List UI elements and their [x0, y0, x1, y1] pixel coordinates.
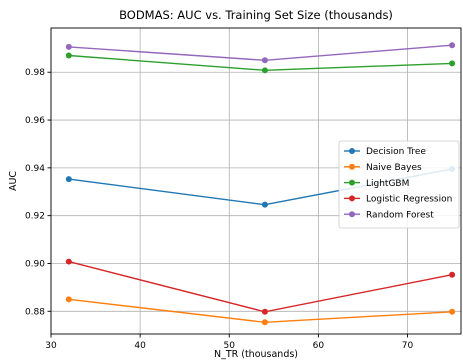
series-line [68, 44, 453, 62]
series-random-forest [65, 42, 456, 64]
series-line [68, 260, 453, 313]
x-tick-label: 30 [45, 341, 57, 351]
legend-item: Decision Tree [344, 147, 426, 157]
series-lightgbm [65, 52, 456, 74]
x-tick-label: 60 [313, 341, 325, 351]
legend-label: LightGBM [366, 179, 409, 189]
legend-marker [349, 195, 355, 202]
x-tick-label: 40 [134, 341, 146, 351]
data-point [65, 52, 72, 59]
chart-title: BODMAS: AUC vs. Training Set Size (thous… [119, 8, 393, 22]
data-point [449, 308, 456, 315]
legend-label: Random Forest [366, 210, 434, 220]
legend-marker [349, 179, 355, 186]
plot-frame [50, 27, 462, 335]
legend-item: LightGBM [344, 179, 409, 189]
x-tick-label: 70 [402, 341, 414, 351]
y-tick-label: 0.90 [25, 259, 45, 269]
y-tick-label: 0.92 [25, 212, 45, 222]
data-point [261, 201, 268, 208]
data-point [65, 176, 72, 183]
legend-label: Naive Bayes [366, 163, 422, 173]
y-tick-label: 0.98 [25, 68, 45, 78]
data-point [449, 60, 456, 67]
legend-item: Logistic Regression [344, 195, 452, 205]
data-point [449, 42, 456, 49]
data-point [261, 57, 268, 64]
x-tick-label: 50 [224, 341, 236, 351]
y-tick-label: 0.94 [25, 164, 45, 174]
ticks: 30 40 50 60 70 0.88 0.90 0.92 0.94 0.96 0.98 [25, 68, 414, 351]
legend-item: Naive Bayes [344, 163, 422, 173]
data-point [65, 43, 72, 50]
series-line [68, 54, 453, 72]
y-axis-label: AUC [8, 171, 19, 191]
legend-item: Random Forest [344, 210, 434, 220]
legend-marker [349, 163, 355, 170]
data-point [261, 67, 268, 74]
y-tick-label: 0.96 [25, 116, 45, 126]
y-tick-label: 0.88 [25, 307, 45, 317]
data-point [261, 308, 268, 315]
data-point [65, 296, 72, 303]
legend-marker [349, 148, 355, 154]
legend-box [338, 140, 460, 229]
x-axis-label: N_TR (thousands) [214, 349, 298, 360]
series-naive-bayes [65, 296, 456, 326]
series-logistic-regression [65, 258, 456, 315]
data-point [449, 271, 456, 278]
legend-label: Logistic Regression [366, 195, 452, 205]
data-point [261, 319, 268, 326]
legend-marker [349, 211, 355, 218]
legend: Decision Tree Naive Bayes LightGBM Logistic… [338, 140, 460, 229]
data-point [65, 258, 72, 265]
legend-label: Decision Tree [366, 147, 426, 157]
